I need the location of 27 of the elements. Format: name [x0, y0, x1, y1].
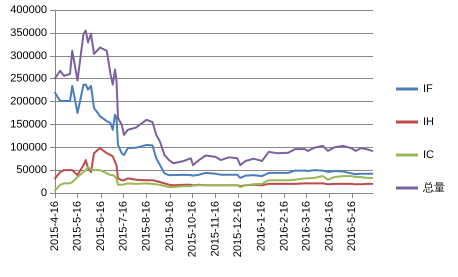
x-tick-label: 2015-5-16: [72, 201, 84, 252]
x-tick-label: 2015-10-16: [186, 201, 198, 258]
y-tick-label: 300000: [10, 50, 47, 62]
x-tick-label: 2016-3-16: [300, 201, 312, 252]
x-tick-label: 2015-9-16: [164, 201, 176, 252]
legend-label: IH: [423, 116, 434, 128]
y-tick-label: 50000: [16, 164, 47, 176]
legend-label: IC: [423, 149, 434, 161]
x-tick-label: 2016-1-16: [255, 201, 268, 252]
x-tick-label: 2016-4-16: [324, 201, 336, 252]
x-tick-label: 2015-6-16: [94, 201, 107, 252]
y-tick-label: 0: [40, 187, 47, 199]
y-tick-label: 150000: [10, 118, 47, 130]
legend-label: 总量: [422, 181, 445, 194]
x-tick-label: 2015-4-16: [49, 201, 61, 252]
x-tick-label: 2016-2-16: [278, 201, 290, 252]
y-tick-label: 400000: [10, 4, 47, 16]
x-tick-label: 2016-5-16: [346, 201, 358, 252]
y-tick-label: 350000: [10, 26, 47, 39]
x-tick-label: 2015-12-16: [232, 201, 244, 258]
legend-label: IF: [423, 83, 434, 95]
x-tick-label: 2015-11-16: [210, 201, 222, 256]
y-tick-label: 100000: [10, 141, 47, 154]
x-tick-label: 2015-8-16: [140, 201, 152, 252]
y-tick-label: 200000: [10, 96, 47, 108]
x-tick-label: 2015-7-16: [117, 201, 130, 252]
y-tick-label: 250000: [10, 72, 47, 85]
